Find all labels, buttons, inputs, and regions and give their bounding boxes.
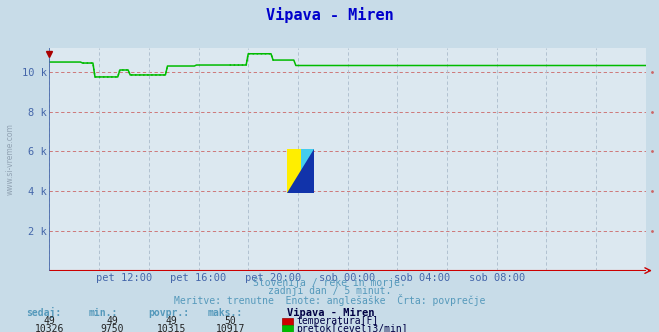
Text: Vipava - Miren: Vipava - Miren <box>287 308 374 318</box>
Text: povpr.:: povpr.: <box>148 308 189 318</box>
Bar <box>287 149 301 193</box>
Text: pretok[čevelj3/min]: pretok[čevelj3/min] <box>297 323 408 332</box>
Text: 10315: 10315 <box>157 324 186 332</box>
Text: zadnji dan / 5 minut.: zadnji dan / 5 minut. <box>268 287 391 296</box>
Text: sedaj:: sedaj: <box>26 307 61 318</box>
Text: Meritve: trenutne  Enote: anglešaške  Črta: povprečje: Meritve: trenutne Enote: anglešaške Črta… <box>174 294 485 306</box>
Text: Slovenija / reke in morje.: Slovenija / reke in morje. <box>253 278 406 288</box>
Text: Vipava - Miren: Vipava - Miren <box>266 7 393 23</box>
Text: 50: 50 <box>225 316 237 326</box>
Text: 49: 49 <box>106 316 118 326</box>
Text: min.:: min.: <box>89 308 119 318</box>
Text: temperatura[F]: temperatura[F] <box>297 316 379 326</box>
Text: 49: 49 <box>165 316 177 326</box>
Text: 49: 49 <box>43 316 55 326</box>
Bar <box>301 149 314 193</box>
Text: 9750: 9750 <box>100 324 124 332</box>
Text: 10326: 10326 <box>35 324 64 332</box>
Text: www.si-vreme.com: www.si-vreme.com <box>6 124 15 195</box>
Polygon shape <box>287 149 314 193</box>
Text: 10917: 10917 <box>216 324 245 332</box>
Text: maks.:: maks.: <box>208 308 243 318</box>
